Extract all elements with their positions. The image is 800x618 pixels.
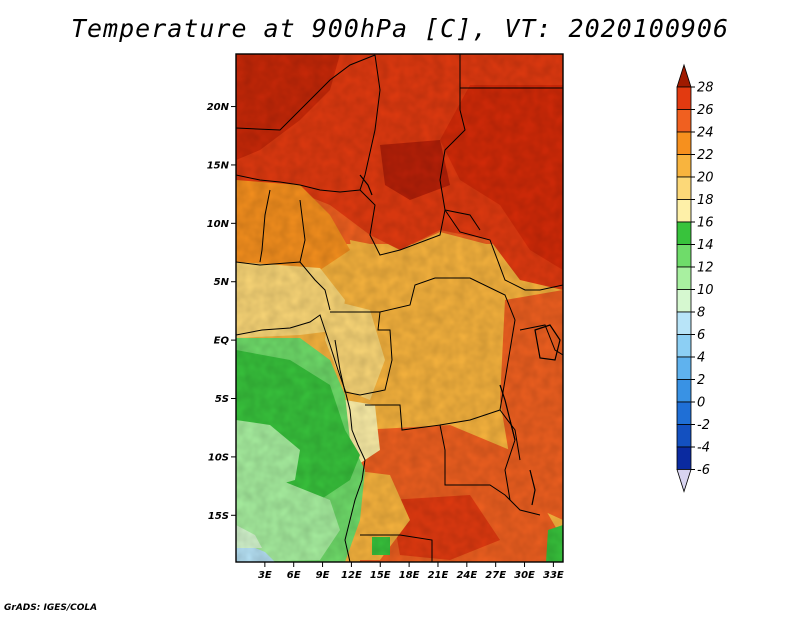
colorbar-label: 14	[697, 238, 714, 253]
colorbar-bottom-arrow	[676, 469, 692, 493]
colorbar-swatch	[676, 109, 692, 133]
country-borders	[236, 54, 563, 562]
colorbar-swatch	[676, 424, 692, 448]
colorbar-label: 4	[697, 351, 705, 366]
lon-tick-label: 3E	[258, 570, 272, 581]
colorbar-label: -4	[697, 441, 710, 456]
colorbar-label: 10	[697, 283, 714, 298]
border-15	[360, 534, 433, 562]
map-frame	[235, 53, 564, 563]
border-13	[365, 404, 541, 516]
lake-malawi	[529, 469, 536, 506]
lakes	[359, 174, 561, 506]
border-8	[236, 261, 331, 311]
border-10	[444, 209, 563, 291]
lat-tick-label: EQ	[214, 336, 230, 347]
colorbar-swatch	[676, 221, 692, 245]
colorbar-label: 18	[697, 193, 714, 208]
latitude-axis: 20N 15N 10N 5N EQ 5S 10S 15S	[207, 102, 236, 522]
colorbar-swatch	[676, 131, 692, 155]
border-3	[439, 54, 466, 211]
field-texture	[236, 54, 563, 562]
colorbar-swatch	[676, 379, 692, 403]
lake-victoria	[534, 324, 561, 361]
border-6	[259, 189, 271, 263]
colorbar-swatch	[676, 446, 692, 470]
lake-chad	[359, 174, 373, 196]
colorbar-label: 0	[697, 396, 705, 411]
colorbar-top-arrow	[676, 63, 692, 88]
colorbar-label: 12	[697, 261, 714, 276]
colorbar-label: 28	[697, 81, 714, 96]
lon-tick-label: 15E	[370, 570, 391, 581]
border-5	[236, 174, 361, 193]
colorbar-swatch	[676, 289, 692, 313]
coastline	[236, 314, 366, 562]
lon-tick-label: 21E	[428, 570, 449, 581]
longitude-axis: 3E 6E 9E 12E 15E 18E 21E 24E 27E 30E 33E	[258, 562, 564, 581]
temperature-field	[236, 54, 563, 562]
border-16	[519, 324, 563, 356]
border-14	[439, 409, 521, 461]
border-12	[379, 277, 516, 411]
border-7	[299, 199, 306, 263]
colorbar-swatch	[676, 334, 692, 358]
colorbar-label: 24	[697, 126, 714, 141]
colorbar-label: -6	[697, 463, 710, 478]
border-9	[359, 189, 481, 256]
lon-tick-label: 33E	[543, 570, 564, 581]
colorbar-label: 26	[697, 103, 714, 118]
colorbar-label: -2	[697, 418, 710, 433]
colorbar-swatch	[676, 356, 692, 380]
lon-tick-label: 12E	[341, 570, 362, 581]
colorbar-label: 2	[697, 373, 705, 388]
colorbar-swatch	[676, 199, 692, 223]
lon-tick-label: 30E	[514, 570, 535, 581]
lon-tick-label: 6E	[287, 570, 301, 581]
grads-credit: GrADS: IGES/COLA	[4, 603, 98, 613]
colorbar-label: 6	[697, 328, 705, 343]
lon-tick-label: 24E	[456, 570, 477, 581]
colorbar-label: 22	[697, 148, 714, 163]
colorbar-swatch	[676, 176, 692, 200]
chart-title: Temperature at 900hPa [C], VT: 202010090…	[70, 14, 730, 43]
lat-tick-label: 10S	[208, 452, 229, 463]
colorbar-swatch	[676, 311, 692, 335]
lat-tick-label: 15S	[208, 511, 229, 522]
lat-tick-label: 5S	[215, 394, 229, 405]
border-1	[236, 54, 376, 131]
lon-tick-label: 9E	[316, 570, 330, 581]
colorbar-swatch	[676, 401, 692, 425]
lon-tick-label: 27E	[485, 570, 506, 581]
lake-tanganyika	[499, 384, 516, 441]
colorbar-swatch	[676, 266, 692, 290]
colorbar-label: 16	[697, 216, 714, 231]
lat-tick-label: 15N	[207, 160, 230, 171]
lon-tick-label: 18E	[399, 570, 420, 581]
lat-tick-label: 10N	[207, 219, 230, 230]
border-11	[330, 311, 393, 396]
colorbar-swatch	[676, 86, 692, 110]
colorbar-swatch	[676, 244, 692, 268]
colorbar-label: 20	[697, 171, 714, 186]
colorbar-label: 8	[697, 306, 705, 321]
lat-tick-label: 20N	[207, 102, 230, 113]
colorbar-swatch	[676, 154, 692, 178]
lat-tick-label: 5N	[214, 277, 230, 288]
